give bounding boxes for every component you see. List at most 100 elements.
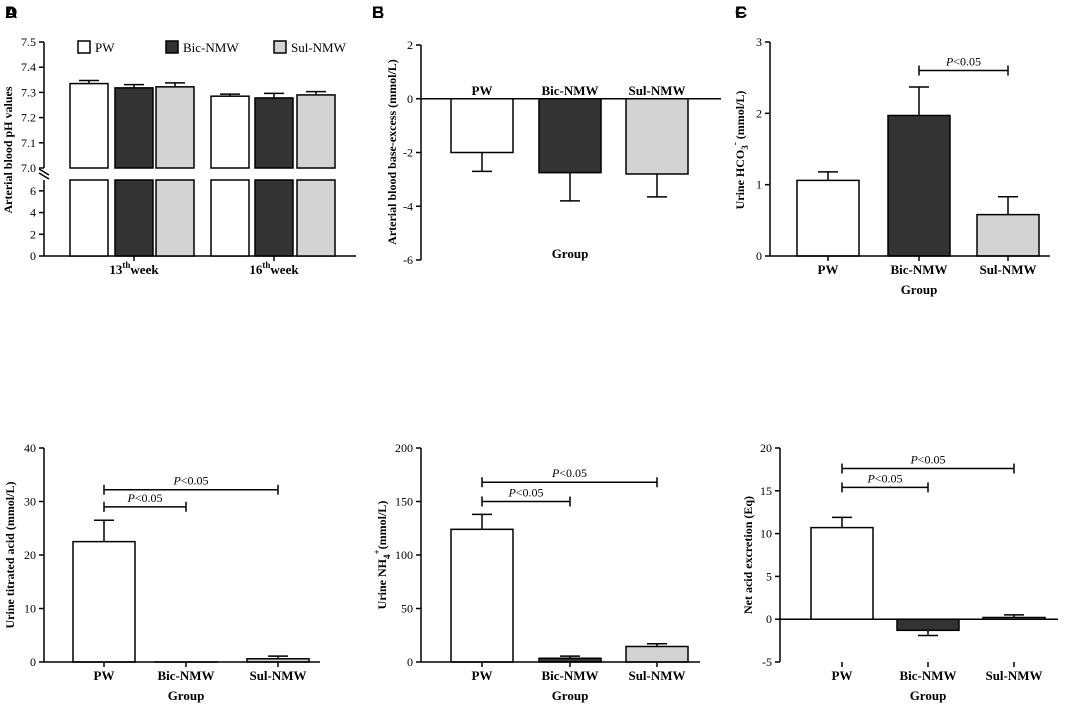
y-tick-label: 2	[407, 38, 413, 52]
bar-sul-nmw	[976, 213, 1040, 257]
y-tick-label: 10	[760, 527, 772, 541]
panel-label: C	[735, 3, 747, 22]
x-category-label: 16thweek	[249, 260, 299, 277]
bar-bic-nmw-lower	[114, 179, 154, 257]
y-tick-label: 20	[760, 441, 772, 455]
legend-swatch-bic-nmw	[165, 40, 179, 54]
legend-label: Sul-NMW	[291, 40, 347, 55]
y-tick-label: 0	[407, 92, 413, 106]
bar-sul-nmw-lower	[155, 179, 195, 257]
x-category-label: PW	[818, 262, 839, 277]
x-category-label: PW	[94, 668, 115, 683]
y-tick-label: 20	[24, 548, 36, 562]
y-tick-label: -2	[403, 146, 413, 160]
p-value-label: P<0.05	[909, 453, 945, 467]
x-category-label: Bic-NMW	[157, 668, 214, 683]
bar-bic-nmw	[887, 114, 951, 257]
bar-pw	[450, 98, 514, 154]
bar-pw-lower	[69, 179, 109, 257]
legend-label: PW	[95, 40, 115, 55]
y-tick-label: 0	[30, 655, 36, 669]
y-axis-label: Arterial blood base-excess (mmol/L)	[385, 59, 399, 245]
y-tick-label: -5	[762, 655, 772, 669]
x-category-label: Bic-NMW	[890, 262, 947, 277]
bar-sul-nmw	[625, 98, 689, 175]
legend-label: Bic-NMW	[183, 40, 239, 55]
x-axis-title: Group	[552, 688, 589, 703]
x-category-label: Sul-NMW	[628, 83, 685, 98]
y-tick-label: 3	[756, 35, 762, 49]
bar-bic-nmw-upper	[114, 87, 154, 169]
y-tick-label: 7.2	[21, 111, 36, 125]
bar-sul-nmw	[625, 645, 689, 663]
y-tick-label: 7.4	[21, 60, 36, 74]
bar-pw-upper	[69, 82, 109, 169]
bar-bic-nmw-lower	[254, 179, 294, 257]
x-category-label: Sul-NMW	[985, 668, 1042, 683]
x-category-label: Bic-NMW	[541, 668, 598, 683]
axis-break-mark	[38, 168, 50, 176]
panel-b: B Arterial blood base-excess (mmol/L) -6 -4…	[372, 3, 721, 267]
bar-bic-nmw	[538, 98, 602, 174]
bar-pw-lower	[210, 179, 250, 257]
y-axis-label: Urine NH4+(mmol/L)	[372, 501, 392, 610]
bar-pw	[796, 179, 860, 257]
y-tick-label: 0	[766, 612, 772, 626]
x-category-label: PW	[472, 83, 493, 98]
x-category-label: 13thweek	[109, 260, 159, 277]
bar-sul-nmw-upper	[155, 86, 195, 169]
y-tick-label: 1	[756, 178, 762, 192]
y-tick-label: 7.5	[21, 35, 36, 49]
y-tick-label: 0	[407, 655, 413, 669]
y-tick-label: 7.0	[21, 161, 36, 175]
x-axis-title: Group	[552, 246, 589, 261]
panel-label: E	[372, 3, 383, 22]
y-axis-label: Net acid excretion (Eq)	[741, 496, 755, 614]
y-tick-label: 10	[24, 602, 36, 616]
p-value-label: P<0.05	[551, 466, 587, 480]
bar-sul-nmw-upper	[296, 94, 336, 169]
y-tick-label: 50	[401, 602, 413, 616]
bar-pw	[810, 526, 874, 620]
y-tick-label: 2	[30, 227, 36, 241]
y-tick-label: 40	[24, 441, 36, 455]
bar-pw	[72, 540, 136, 663]
y-axis-label: Urine HCO3- (mmol/L)	[730, 91, 750, 210]
x-category-label: Sul-NMW	[249, 668, 306, 683]
y-tick-label: 30	[24, 495, 36, 509]
y-tick-label: 15	[760, 484, 772, 498]
bar-sul-nmw-lower	[296, 179, 336, 257]
panel-label: A	[5, 3, 17, 22]
y-tick-label: -6	[403, 253, 413, 267]
x-category-label: PW	[832, 668, 853, 683]
p-value-label: P<0.05	[866, 471, 902, 485]
panel-label: B	[372, 3, 384, 22]
bar-pw-upper	[210, 95, 250, 169]
bar-bic-nmw-upper	[254, 97, 294, 169]
p-value-label: P<0.05	[126, 491, 162, 505]
x-category-label: Bic-NMW	[541, 83, 598, 98]
x-axis-title: Group	[901, 282, 938, 297]
x-category-label: Sul-NMW	[628, 668, 685, 683]
panel-label: F	[735, 3, 745, 22]
y-tick-label: 200	[395, 441, 413, 455]
legend-swatch-sul-nmw	[273, 40, 287, 54]
y-tick-label: 7.1	[21, 136, 36, 150]
y-tick-label: 4	[30, 206, 36, 220]
x-category-label: Sul-NMW	[979, 262, 1036, 277]
panel-e: E Urine NH4+(mmol/L) 0 50 100 150 200 PW Bic-NMW…	[372, 3, 700, 703]
y-tick-label: 6	[30, 184, 36, 198]
y-tick-label: -4	[403, 199, 413, 213]
x-axis-title: Group	[910, 688, 947, 703]
y-tick-label: 0	[30, 249, 36, 263]
p-value-label: P<0.05	[945, 55, 981, 69]
panel-label: D	[5, 3, 17, 22]
y-tick-label: 100	[395, 548, 413, 562]
x-category-label: Bic-NMW	[899, 668, 956, 683]
y-axis-label: Urine titrated acid (mmol/L)	[3, 482, 17, 629]
y-tick-label: 2	[756, 106, 762, 120]
panel-c: C Urine HCO3- (mmol/L) 0 1 2 3 PW Bic-NMW Sul-NM…	[730, 3, 1050, 297]
